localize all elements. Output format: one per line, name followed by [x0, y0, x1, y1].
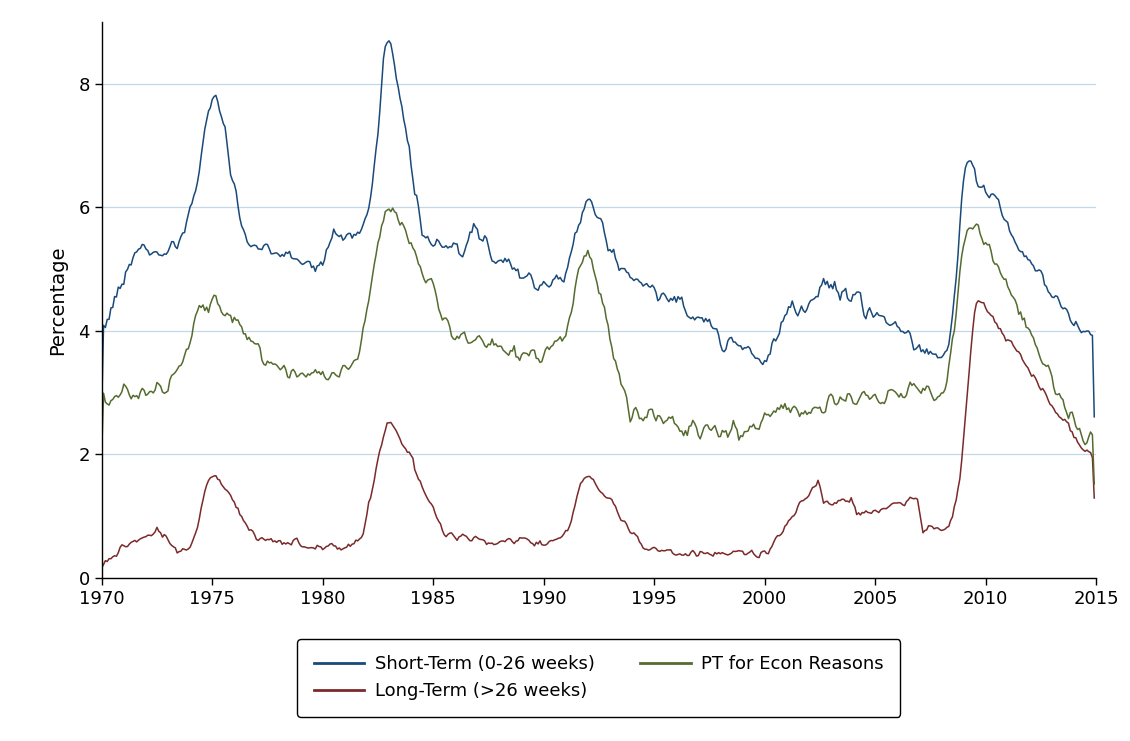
- Line: Long-Term (>26 weeks): Long-Term (>26 weeks): [102, 301, 1094, 568]
- PT for Econ Reasons: [385, 204, 399, 213]
- PT for Econ Reasons: [981, 240, 994, 249]
- PT for Econ Reasons: [1087, 479, 1101, 488]
- Long-Term (>26 weeks): [95, 563, 108, 572]
- Long-Term (>26 weeks): [981, 308, 994, 316]
- Long-Term (>26 weeks): [695, 548, 709, 556]
- Long-Term (>26 weeks): [951, 485, 965, 494]
- PT for Econ Reasons: [95, 448, 108, 457]
- PT for Econ Reasons: [852, 396, 866, 405]
- Y-axis label: Percentage: Percentage: [49, 245, 68, 355]
- Long-Term (>26 weeks): [797, 496, 810, 505]
- Short-Term (0-26 weeks): [953, 222, 966, 230]
- Long-Term (>26 weeks): [850, 510, 863, 519]
- Long-Term (>26 weeks): [150, 523, 164, 532]
- Short-Term (0-26 weeks): [95, 405, 108, 413]
- Legend: Short-Term (0-26 weeks), Long-Term (>26 weeks), PT for Econ Reasons: Short-Term (0-26 weeks), Long-Term (>26 …: [297, 639, 901, 717]
- Line: PT for Econ Reasons: PT for Econ Reasons: [102, 208, 1094, 484]
- Short-Term (0-26 weeks): [382, 36, 395, 45]
- Short-Term (0-26 weeks): [150, 247, 164, 256]
- PT for Econ Reasons: [697, 423, 711, 432]
- Short-Term (0-26 weeks): [852, 288, 866, 296]
- PT for Econ Reasons: [799, 407, 812, 416]
- Short-Term (0-26 weeks): [1087, 413, 1101, 422]
- Short-Term (0-26 weeks): [981, 190, 994, 199]
- Line: Short-Term (0-26 weeks): Short-Term (0-26 weeks): [102, 41, 1094, 417]
- Long-Term (>26 weeks): [972, 296, 985, 305]
- Short-Term (0-26 weeks): [799, 308, 812, 317]
- Long-Term (>26 weeks): [1087, 494, 1101, 502]
- PT for Econ Reasons: [150, 378, 164, 387]
- PT for Econ Reasons: [953, 268, 966, 276]
- Short-Term (0-26 weeks): [697, 317, 711, 326]
